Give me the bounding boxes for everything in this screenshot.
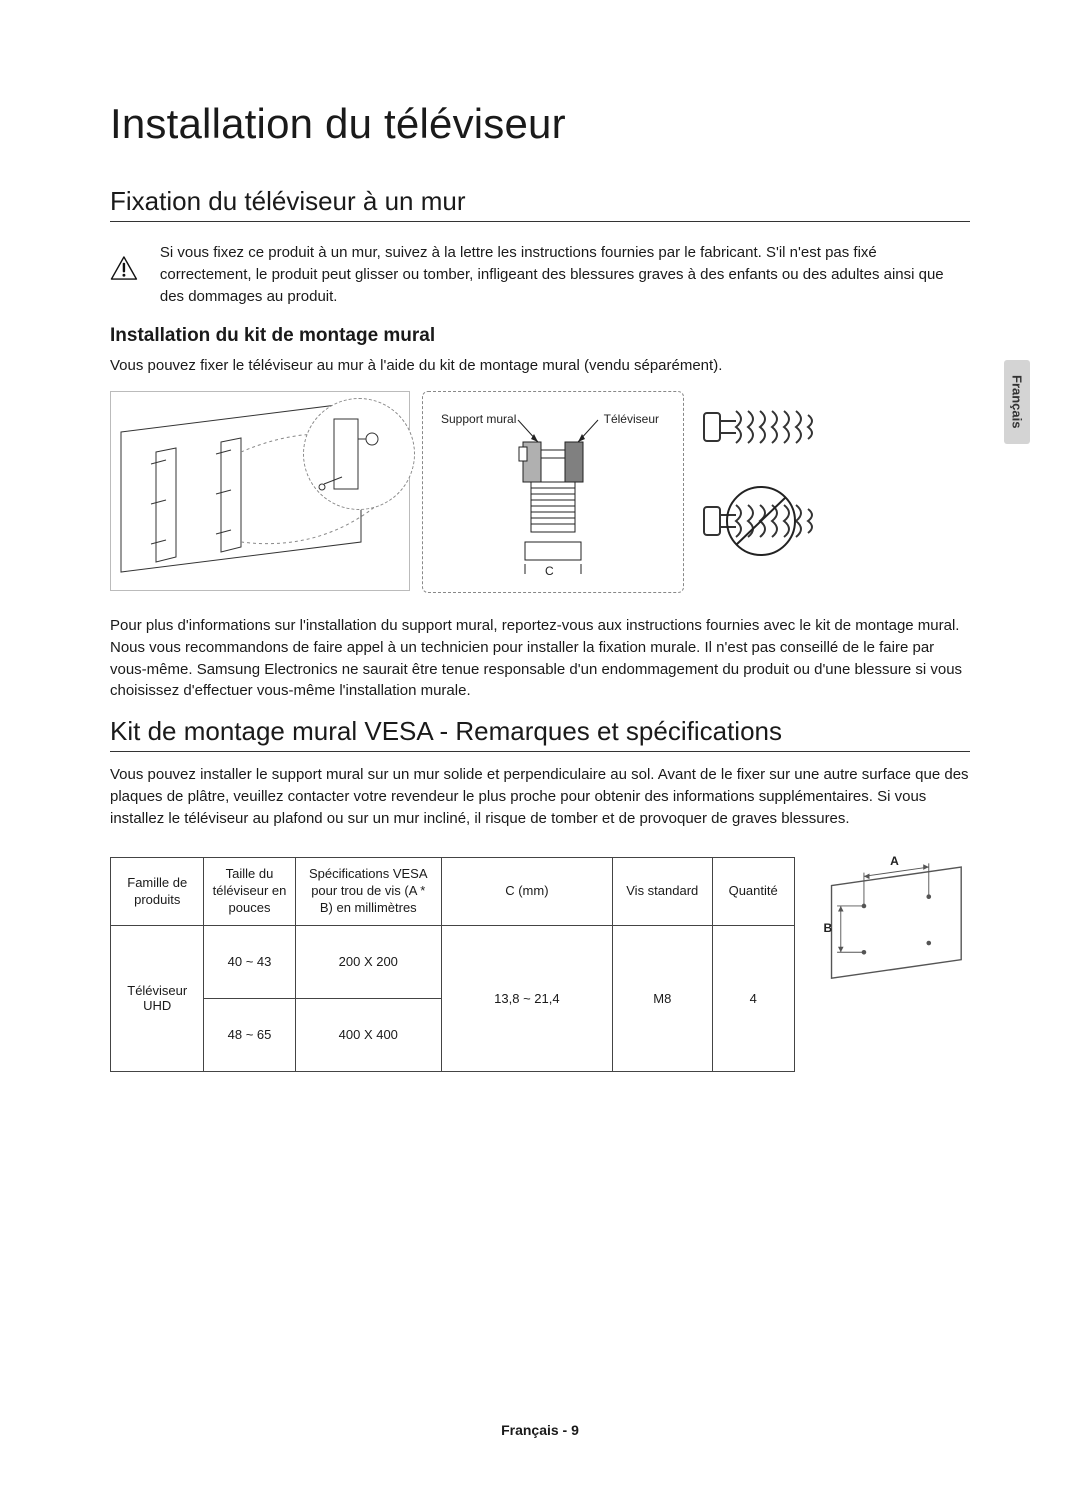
label-support-mural: Support mural bbox=[441, 412, 516, 426]
ab-dimensions-diagram: A B bbox=[813, 843, 970, 993]
col-c: C (mm) bbox=[442, 858, 613, 926]
screw-correct-icon bbox=[696, 391, 826, 461]
section1-heading: Fixation du téléviseur à un mur bbox=[110, 186, 970, 222]
vesa-block: Famille de produits Taille du téléviseur… bbox=[110, 843, 970, 1072]
label-b: B bbox=[823, 921, 832, 935]
label-televiseur: Téléviseur bbox=[604, 412, 659, 426]
label-a: A bbox=[890, 854, 899, 868]
label-c: C bbox=[545, 564, 554, 578]
section2-heading: Kit de montage mural VESA - Remarques et… bbox=[110, 716, 970, 752]
cell-c: 13,8 ~ 21,4 bbox=[442, 925, 613, 1071]
col-qte: Quantité bbox=[712, 858, 794, 926]
mount-diagram-screws bbox=[696, 391, 826, 559]
cell-famille: Téléviseur UHD bbox=[111, 925, 204, 1071]
page-title: Installation du téléviseur bbox=[110, 100, 970, 148]
cell-vis: M8 bbox=[612, 925, 712, 1071]
col-vesa: Spécifications VESA pour trou de vis (A … bbox=[295, 858, 442, 926]
warning-icon bbox=[110, 242, 138, 294]
language-tab-label: Français bbox=[1010, 375, 1025, 428]
cell-qte: 4 bbox=[712, 925, 794, 1071]
table-header-row: Famille de produits Taille du téléviseur… bbox=[111, 858, 795, 926]
zoom-circle bbox=[303, 398, 415, 510]
language-tab: Français bbox=[1004, 360, 1030, 444]
page-footer: Français - 9 bbox=[0, 1422, 1080, 1438]
vesa-table: Famille de produits Taille du téléviseur… bbox=[110, 857, 795, 1072]
section2-intro: Vous pouvez installer le support mural s… bbox=[110, 764, 970, 829]
cell-taille: 48 ~ 65 bbox=[204, 998, 295, 1071]
col-vis: Vis standard bbox=[612, 858, 712, 926]
section1-closing: Pour plus d'informations sur l'installat… bbox=[110, 615, 970, 702]
table-row: Téléviseur UHD 40 ~ 43 200 X 200 13,8 ~ … bbox=[111, 925, 795, 998]
section1-subheading: Installation du kit de montage mural bbox=[110, 325, 970, 347]
col-taille: Taille du téléviseur en pouces bbox=[204, 858, 295, 926]
screw-incorrect-icon bbox=[696, 479, 826, 559]
cell-vesa: 200 X 200 bbox=[295, 925, 442, 998]
cell-vesa: 400 X 400 bbox=[295, 998, 442, 1071]
mount-diagram-cross-section: Support mural Téléviseur C bbox=[422, 391, 684, 593]
mount-diagram-tv-back bbox=[110, 391, 410, 591]
cell-taille: 40 ~ 43 bbox=[204, 925, 295, 998]
mount-diagram-row: Support mural Téléviseur C bbox=[110, 391, 970, 593]
col-famille: Famille de produits bbox=[111, 858, 204, 926]
warning-text: Si vous fixez ce produit à un mur, suive… bbox=[160, 242, 970, 307]
section1-intro: Vous pouvez fixer le téléviseur au mur à… bbox=[110, 355, 970, 377]
warning-block: Si vous fixez ce produit à un mur, suive… bbox=[110, 242, 970, 307]
